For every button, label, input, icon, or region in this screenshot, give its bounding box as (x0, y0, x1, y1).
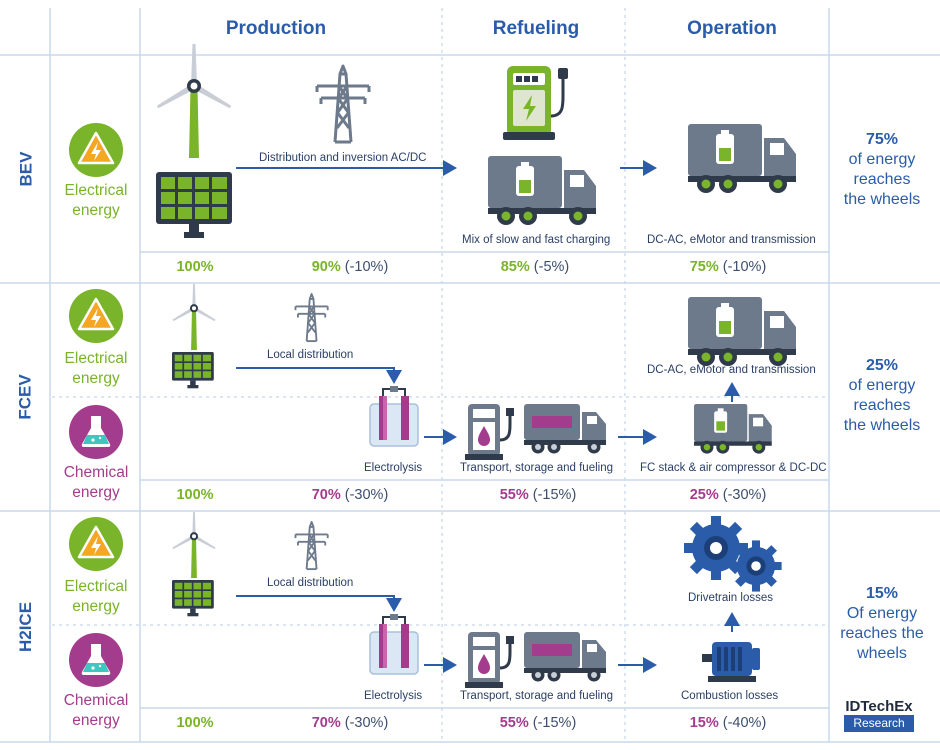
chemical-energy-label-h2ice: Chemical energy (63, 692, 129, 729)
pct-fcev-production-start: 100% (176, 487, 214, 503)
summary-bev: 75% of energy reaches the wheels (843, 131, 921, 208)
header-operation: Operation (687, 18, 777, 39)
header-production: Production (225, 18, 327, 39)
header-refueling: Refueling (492, 18, 580, 39)
caption-distribution-h2ice: Local distribution (267, 577, 354, 589)
caption-combustion-h2ice: Combustion losses (681, 690, 779, 702)
pct-bev-production: 90% (-10%) (311, 259, 389, 275)
pct-bev-refueling: 85% (-5%) (500, 259, 570, 275)
caption-distribution-fcev: Local distribution (267, 349, 354, 361)
caption-refuel-bev: Mix of slow and fast charging (462, 234, 611, 246)
pct-bev-operation: 75% (-10%) (689, 259, 767, 275)
summary-h2ice: 15% Of energy reaches the wheels (840, 585, 924, 662)
pct-fcev-production: 70% (-30%) (311, 487, 389, 503)
pct-h2ice-operation: 15% (-40%) (689, 715, 767, 731)
row-label-fcev: FCEV (16, 374, 35, 420)
caption-emotor-fcev: DC-AC, eMotor and transmission (647, 364, 816, 376)
caption-electrolysis-h2ice: Electrolysis (364, 690, 423, 702)
summary-fcev: 25% of energy reaches the wheels (843, 357, 921, 434)
electrical-energy-label-bev: Electrical energy (64, 182, 128, 219)
caption-fc-stack-fcev: FC stack & air compressor & DC-DC (640, 462, 827, 474)
idtechex-logo: IDTechEx Research (844, 698, 914, 732)
pct-fcev-operation: 25% (-30%) (689, 487, 767, 503)
pct-fcev-refueling: 55% (-15%) (499, 487, 577, 503)
chemical-energy-label-fcev: Chemical energy (63, 464, 129, 501)
caption-refuel-h2ice: Transport, storage and fueling (460, 690, 613, 702)
caption-operation-bev: DC-AC, eMotor and transmission (647, 234, 816, 246)
caption-drivetrain-h2ice: Drivetrain losses (688, 592, 773, 604)
caption-electrolysis-fcev: Electrolysis (364, 462, 423, 474)
caption-refuel-fcev: Transport, storage and fueling (460, 462, 613, 474)
pct-bev-production-start: 100% (176, 259, 214, 275)
row-label-bev: BEV (16, 151, 35, 187)
pct-h2ice-refueling: 55% (-15%) (499, 715, 577, 731)
pct-h2ice-production: 70% (-30%) (311, 715, 389, 731)
row-label-h2ice: H2ICE (15, 601, 35, 652)
electrical-energy-label-h2ice: Electrical energy (64, 578, 128, 615)
pct-h2ice-production-start: 100% (176, 715, 214, 731)
electrical-energy-label-fcev: Electrical energy (64, 350, 128, 387)
caption-distribution-bev: Distribution and inversion AC/DC (259, 152, 427, 164)
